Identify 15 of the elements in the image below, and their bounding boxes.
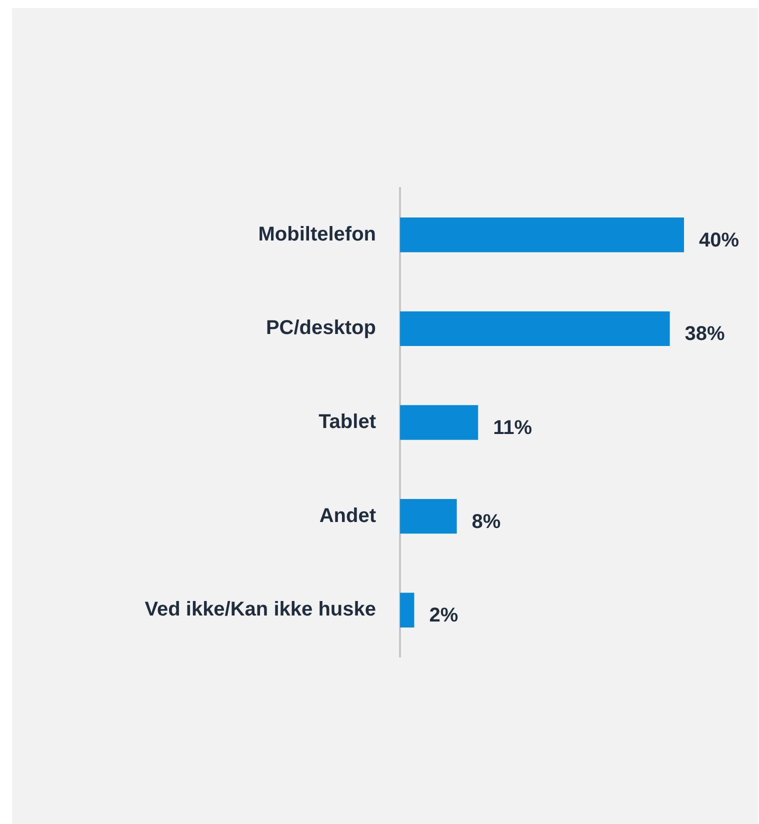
data-label: 38% — [684, 323, 726, 346]
y-tick-label: Ved ikke/Kan ikke huske — [144, 598, 376, 621]
y-tick-label: Andet — [319, 504, 376, 527]
bar — [400, 311, 670, 346]
data-label: 11% — [493, 417, 532, 440]
bar — [400, 218, 684, 252]
bar — [400, 592, 414, 628]
bar — [400, 405, 478, 440]
y-tick-label: Mobiltelefon — [258, 223, 376, 246]
y-tick-label: PC/desktop — [266, 317, 376, 340]
data-label: 40% — [699, 229, 740, 252]
bar — [400, 498, 457, 534]
data-label: 2% — [429, 604, 458, 627]
y-tick-label: Tablet — [318, 411, 376, 434]
data-label: 8% — [472, 510, 501, 533]
